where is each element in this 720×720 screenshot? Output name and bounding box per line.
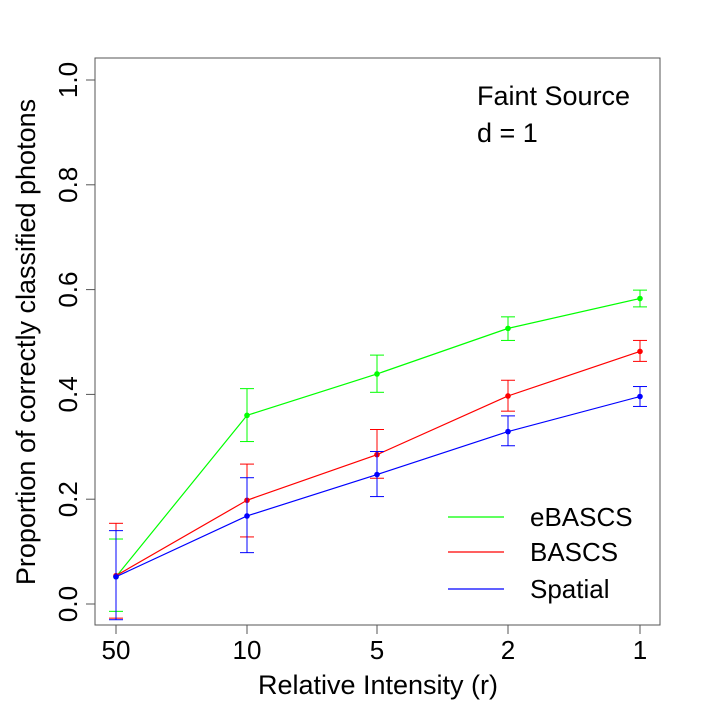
x-tick-label: 5 [370,635,384,665]
data-point-ebascs [637,295,643,302]
x-tick-label: 50 [102,635,131,665]
y-tick-label: 0.8 [53,167,83,203]
x-tick-label: 10 [233,635,262,665]
data-point-ebascs [244,412,250,419]
x-tick-label: 2 [501,635,515,665]
data-point-spatial [505,428,511,435]
y-axis-title: Proportion of correctly classified photo… [11,99,41,585]
data-point-spatial [637,393,643,400]
data-point-spatial [374,471,380,478]
legend-label-bascs: BASCS [530,537,618,567]
x-tick-label: 1 [633,635,647,665]
data-point-ebascs [505,325,511,332]
y-tick-label: 0.0 [53,586,83,622]
y-axis: 0.0 0.2 0.4 0.6 0.8 1.0 [53,62,96,622]
x-axis: 50 10 5 2 1 [102,624,647,665]
y-tick-label: 1.0 [53,62,83,98]
data-point-spatial [244,513,250,519]
data-point-ebascs [374,371,380,377]
y-tick-label: 0.6 [53,272,83,308]
y-tick-label: 0.4 [53,376,83,412]
legend-label-ebascs: eBASCS [530,502,633,532]
legend: eBASCS BASCS Spatial [448,502,633,604]
data-point-bascs [505,393,511,399]
data-point-spatial [113,573,119,580]
y-tick-label: 0.2 [53,481,83,517]
annotation-distance-label: d = 1 [477,118,538,148]
data-point-bascs [637,348,643,355]
annotation-source-label: Faint Source [477,81,630,111]
x-axis-title: Relative Intensity (r) [258,670,498,700]
plot-area [109,289,647,621]
series-line-ebascs [115,297,641,578]
legend-label-spatial: Spatial [530,574,610,604]
series-spatial [109,386,647,621]
